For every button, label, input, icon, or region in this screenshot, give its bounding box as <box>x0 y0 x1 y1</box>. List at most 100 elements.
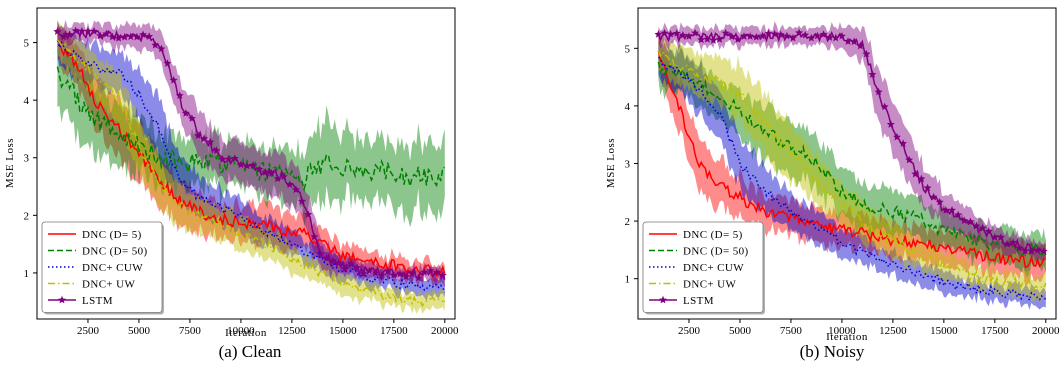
legend-label: DNC (D= 50) <box>683 246 749 258</box>
series-marker <box>966 217 975 226</box>
x-tick-label: 7500 <box>179 325 202 337</box>
series-marker <box>298 197 307 205</box>
series-marker <box>77 26 86 35</box>
legend-label: DNC+ UW <box>82 279 136 291</box>
series-marker <box>880 102 889 111</box>
series-marker <box>1003 239 1012 248</box>
x-tick-label: 5000 <box>729 325 752 337</box>
series-marker <box>249 161 258 169</box>
series-marker <box>899 139 908 147</box>
legend: DNC (D= 5) DNC (D= 50) DNC+ CUW DNC+ UW LSTM <box>41 221 164 315</box>
chart-clean: 2500 5000 7500 10000 12500 15000 17500 20000 1 2… <box>4 7 459 361</box>
series-marker <box>996 233 1005 241</box>
series-marker <box>715 35 724 43</box>
x-tick-label: 17500 <box>981 325 1009 337</box>
series-marker <box>752 32 761 41</box>
series-marker <box>200 134 209 143</box>
series-marker <box>420 267 429 276</box>
series-marker <box>709 36 718 44</box>
series-marker <box>426 266 435 275</box>
x-axis-label: Iteration <box>225 327 267 339</box>
series-marker <box>1033 246 1042 254</box>
series-line <box>657 51 1047 269</box>
series-marker <box>703 35 712 43</box>
series-marker <box>114 33 123 42</box>
x-tick-label: 20000 <box>1032 325 1060 337</box>
series-marker <box>678 31 687 39</box>
series-marker <box>654 30 663 38</box>
series-band <box>658 42 1046 278</box>
legend-label: LSTM <box>82 295 113 307</box>
series-marker <box>923 183 932 192</box>
series-marker <box>666 29 675 38</box>
series-marker <box>929 192 938 201</box>
series-marker <box>347 259 355 268</box>
series-marker <box>151 40 160 49</box>
series-marker <box>359 269 368 278</box>
series-marker <box>126 32 135 41</box>
series-marker <box>322 254 331 262</box>
series-marker <box>770 29 779 38</box>
legend-label: DNC+ CUW <box>683 262 744 274</box>
series-marker <box>169 76 178 84</box>
series-marker <box>340 264 349 273</box>
series-marker <box>844 37 853 45</box>
legend-box <box>642 221 764 313</box>
series-marker <box>801 30 810 39</box>
series-band <box>57 20 445 314</box>
legend-box <box>41 221 163 313</box>
legend-marker <box>58 295 66 304</box>
legend-marker <box>659 295 667 304</box>
x-tick-label: 12500 <box>879 325 907 337</box>
series-marker <box>383 267 392 275</box>
series-band <box>57 20 445 302</box>
y-axis-ticks: 1 2 3 4 5 <box>625 43 638 286</box>
series-marker <box>255 165 264 173</box>
series-marker <box>1039 247 1048 255</box>
series-lines <box>53 26 447 308</box>
series-marker <box>53 27 62 35</box>
series-marker <box>181 109 190 117</box>
series-marker <box>948 206 956 214</box>
y-tick-label: 4 <box>625 101 631 113</box>
series-marker <box>972 221 981 230</box>
series-marker <box>90 27 99 35</box>
series-marker <box>721 28 730 37</box>
x-tick-label: 7500 <box>780 325 803 337</box>
x-tick-label: 5000 <box>128 325 151 337</box>
series-marker <box>389 270 398 279</box>
series-marker <box>1009 238 1018 246</box>
series-marker <box>850 37 859 46</box>
series-marker <box>684 32 693 40</box>
series-marker <box>438 271 447 279</box>
series-marker <box>807 33 816 42</box>
series-marker <box>65 30 74 38</box>
y-tick-label: 3 <box>24 153 30 165</box>
series-marker <box>727 32 736 40</box>
series-marker <box>163 59 172 67</box>
series-marker <box>1021 246 1030 255</box>
y-axis-label: MSE Loss <box>605 138 617 188</box>
series-marker <box>862 49 871 58</box>
series-marker <box>960 216 969 225</box>
y-tick-label: 1 <box>625 274 631 286</box>
series-marker <box>395 269 404 278</box>
series-marker <box>990 233 999 241</box>
series-line <box>657 50 1047 292</box>
series-marker <box>954 210 963 219</box>
series-marker <box>984 227 993 235</box>
series-band <box>57 42 445 228</box>
series-marker <box>187 114 196 122</box>
series-marker <box>261 168 270 176</box>
y-tick-label: 5 <box>24 38 30 50</box>
series-marker <box>365 266 374 275</box>
series-marker <box>837 31 846 40</box>
series-marker <box>746 32 755 40</box>
series-marker <box>145 32 154 40</box>
series-marker <box>911 169 920 178</box>
legend-label: DNC+ UW <box>683 279 737 291</box>
series-marker <box>1015 244 1024 252</box>
series-marker <box>328 256 337 265</box>
series-marker <box>831 33 840 42</box>
